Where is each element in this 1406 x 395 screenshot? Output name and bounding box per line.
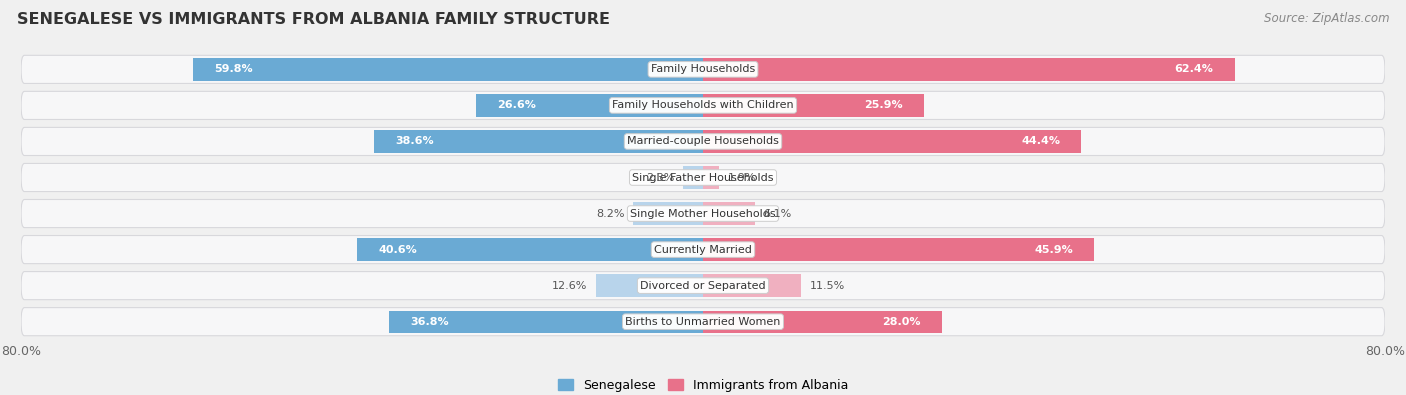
Text: 40.6%: 40.6% (378, 245, 418, 255)
Text: 6.1%: 6.1% (763, 209, 792, 218)
Text: 62.4%: 62.4% (1174, 64, 1213, 74)
FancyBboxPatch shape (21, 199, 1385, 228)
Bar (703, 166, 720, 189)
Bar (703, 239, 1094, 261)
Bar (703, 130, 1081, 152)
Text: Family Households: Family Households (651, 64, 755, 74)
Bar (596, 275, 703, 297)
Text: 26.6%: 26.6% (498, 100, 537, 111)
FancyBboxPatch shape (21, 164, 1385, 192)
Bar (389, 310, 703, 333)
Text: 45.9%: 45.9% (1035, 245, 1073, 255)
FancyBboxPatch shape (21, 128, 1385, 156)
Bar (703, 58, 1234, 81)
FancyBboxPatch shape (21, 272, 1385, 300)
Text: 59.8%: 59.8% (215, 64, 253, 74)
Bar (477, 94, 703, 117)
Text: SENEGALESE VS IMMIGRANTS FROM ALBANIA FAMILY STRUCTURE: SENEGALESE VS IMMIGRANTS FROM ALBANIA FA… (17, 12, 610, 27)
Text: 28.0%: 28.0% (882, 317, 921, 327)
Bar (357, 239, 703, 261)
Text: 11.5%: 11.5% (810, 280, 845, 291)
Text: Single Father Households: Single Father Households (633, 173, 773, 182)
Text: Married-couple Households: Married-couple Households (627, 136, 779, 147)
Text: 1.9%: 1.9% (728, 173, 756, 182)
FancyBboxPatch shape (21, 235, 1385, 263)
FancyBboxPatch shape (21, 91, 1385, 119)
Text: 38.6%: 38.6% (395, 136, 434, 147)
Text: 2.3%: 2.3% (647, 173, 675, 182)
Bar (703, 310, 942, 333)
FancyBboxPatch shape (21, 55, 1385, 83)
Text: 8.2%: 8.2% (596, 209, 624, 218)
Text: 44.4%: 44.4% (1021, 136, 1060, 147)
Bar (633, 202, 703, 225)
Text: Currently Married: Currently Married (654, 245, 752, 255)
Bar (683, 166, 703, 189)
FancyBboxPatch shape (21, 308, 1385, 336)
Text: Births to Unmarried Women: Births to Unmarried Women (626, 317, 780, 327)
Text: Source: ZipAtlas.com: Source: ZipAtlas.com (1264, 12, 1389, 25)
Bar (374, 130, 703, 152)
Text: 36.8%: 36.8% (411, 317, 450, 327)
Text: Family Households with Children: Family Households with Children (612, 100, 794, 111)
Text: Divorced or Separated: Divorced or Separated (640, 280, 766, 291)
Bar (703, 275, 801, 297)
Bar (703, 94, 924, 117)
Text: 25.9%: 25.9% (863, 100, 903, 111)
Text: Single Mother Households: Single Mother Households (630, 209, 776, 218)
Legend: Senegalese, Immigrants from Albania: Senegalese, Immigrants from Albania (553, 374, 853, 395)
Bar (193, 58, 703, 81)
Text: 12.6%: 12.6% (551, 280, 588, 291)
Bar (703, 202, 755, 225)
